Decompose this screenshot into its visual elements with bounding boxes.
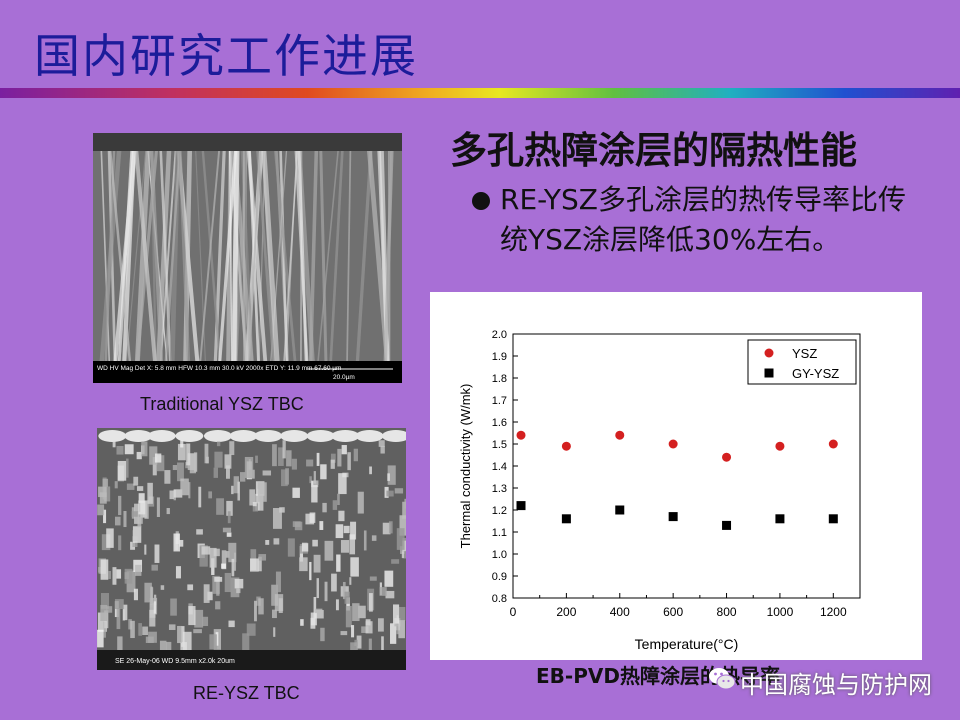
title-divider	[0, 88, 960, 98]
legend-label: YSZ	[792, 346, 817, 361]
y-tick-label: 1.6	[492, 417, 507, 429]
wechat-icon	[709, 668, 736, 690]
x-tick-label: 200	[556, 605, 576, 619]
bullet-icon	[472, 192, 490, 210]
slide-title: 国内研究工作进展	[34, 29, 418, 83]
y-tick-label: 1.7	[492, 395, 507, 407]
sem-databar-top: WD HV Mag Det X: 5.8 mm HFW 10.3 mm 30.0…	[97, 365, 341, 372]
data-point-ysz	[722, 452, 732, 462]
y-axis-label: Thermal conductivity (W/mk)	[458, 384, 473, 549]
x-tick-label: 0	[510, 605, 517, 619]
y-tick-label: 1.5	[492, 439, 507, 451]
y-tick-label: 1.4	[492, 461, 507, 473]
watermark-text: 中国腐蚀与防护网	[740, 671, 932, 699]
y-tick-label: 1.0	[492, 549, 507, 561]
data-point-ysz	[775, 441, 785, 451]
x-tick-label: 600	[663, 605, 683, 619]
y-tick-label: 1.2	[492, 505, 507, 517]
data-point-gy-ysz	[561, 514, 571, 524]
x-tick-label: 1200	[820, 605, 847, 619]
y-tick-label: 1.3	[492, 483, 507, 495]
legend-marker	[764, 348, 774, 358]
data-point-ysz	[828, 439, 838, 449]
sem-image-traditional-ysz: WD HV Mag Det X: 5.8 mm HFW 10.3 mm 30.0…	[93, 133, 402, 383]
legend-label: GY-YSZ	[792, 366, 839, 381]
y-tick-label: 1.8	[492, 373, 507, 385]
x-tick-label: 1000	[767, 605, 794, 619]
data-point-gy-ysz	[828, 514, 838, 524]
sem-image-re-ysz: SE 26-May-06 WD 9.5mm x2.0k 20um	[97, 428, 406, 670]
sem-databar-bottom: SE 26-May-06 WD 9.5mm x2.0k 20um	[115, 658, 235, 665]
image-caption-re-ysz: RE-YSZ TBC	[193, 683, 300, 703]
data-point-ysz	[668, 439, 678, 449]
data-point-gy-ysz	[668, 512, 678, 522]
data-point-ysz	[516, 430, 526, 440]
data-point-gy-ysz	[516, 501, 526, 511]
x-tick-label: 800	[717, 605, 737, 619]
bullet-text: RE-YSZ多孔涂层的热传导率比传统YSZ涂层降低30%左右。	[500, 183, 906, 256]
y-tick-label: 0.9	[492, 571, 507, 583]
y-tick-label: 0.8	[492, 593, 507, 605]
data-point-gy-ysz	[722, 520, 732, 530]
data-point-ysz	[561, 441, 571, 451]
watermark: 中国腐蚀与防护网	[708, 662, 938, 699]
data-point-gy-ysz	[775, 514, 785, 524]
y-tick-label: 1.1	[492, 527, 507, 539]
legend-marker	[764, 368, 774, 378]
thermal-conductivity-chart: 0.8 0.9 1.0 1.1 1.2 1.3 1.4 1.5 1.6 1.7 1.8 1.9 2.0 …	[430, 292, 922, 660]
y-tick-label: 1.9	[492, 351, 507, 363]
data-point-gy-ysz	[615, 505, 625, 515]
chart-legend: YSZ GY-YSZ	[747, 339, 857, 385]
y-tick-label: 2.0	[492, 329, 507, 341]
x-tick-label: 400	[610, 605, 630, 619]
x-axis-label: Temperature(°C)	[635, 636, 739, 652]
sem-scalebar-top: 20.0µm	[333, 374, 355, 381]
section-subtitle: 多孔热障涂层的隔热性能	[450, 129, 857, 172]
image-caption-traditional: Traditional YSZ TBC	[140, 394, 304, 414]
chart-caption: EB-PVD热障涂层的热导率	[536, 664, 780, 688]
data-point-ysz	[615, 430, 625, 440]
